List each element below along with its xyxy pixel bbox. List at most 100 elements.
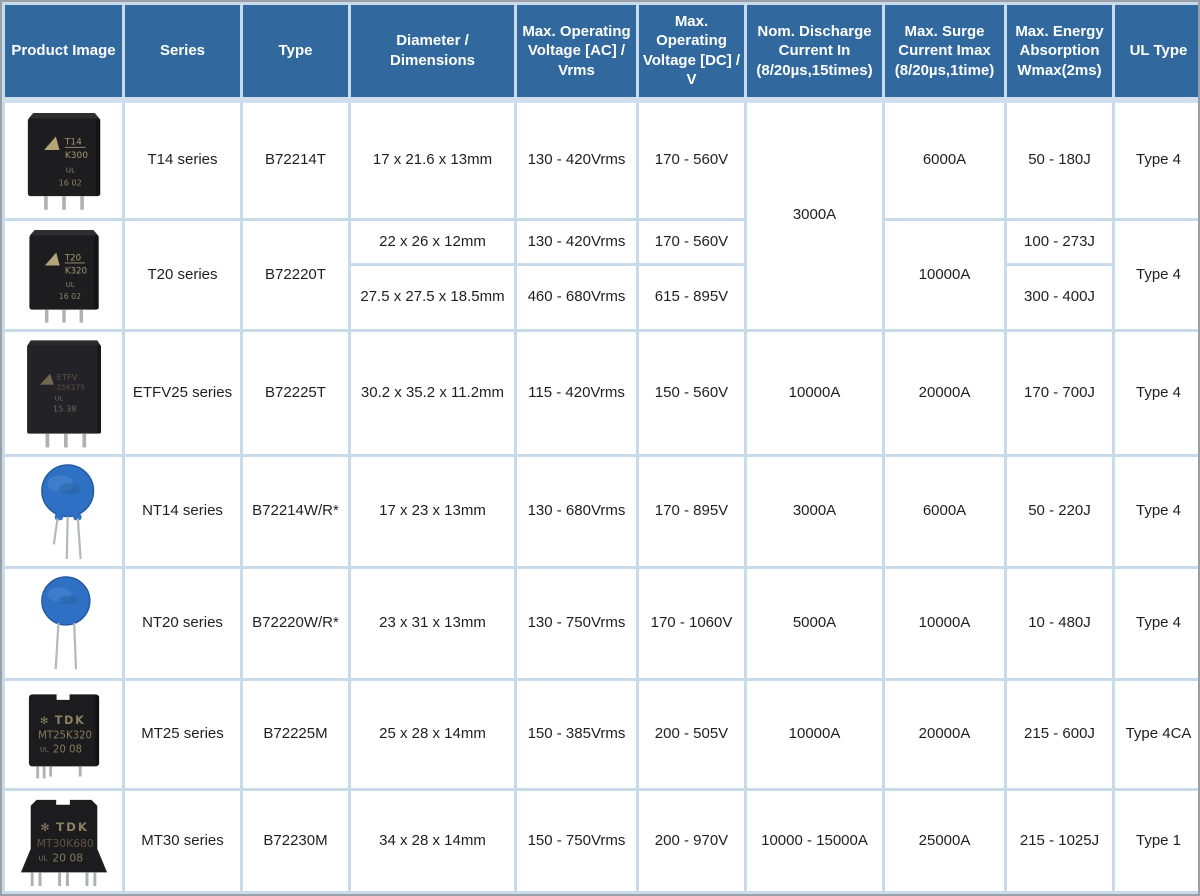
mt25-image-cell: ✻ TDK MT25K320 UL 20 08: [2, 678, 125, 791]
lead: [30, 872, 34, 887]
col-header-type: Type: [240, 2, 351, 103]
product-marking: 25K175: [56, 382, 85, 391]
voltage-dc-cell: 200 - 970V: [636, 788, 747, 894]
table-row-t20-variant2: 27.5 x 27.5 x 18.5mm 460 - 680Vrms 615 -…: [4, 263, 1199, 332]
series-cell: ETFV25 series: [122, 329, 243, 457]
dimensions-cell: 27.5 x 27.5 x 18.5mm: [348, 263, 517, 332]
voltage-ac-cell: 130 - 420Vrms: [514, 217, 639, 267]
header-row: Product Image Series Type Diameter / Dim…: [2, 2, 1198, 103]
nt14-product-photo: [40, 463, 94, 559]
discharge-current-cell: 5000A: [744, 566, 885, 681]
ul-mark-icon: UL: [54, 394, 63, 402]
discharge-current-cell-shared: 3000A: [744, 98, 885, 332]
dimensions-cell: 30.2 x 35.2 x 11.2mm: [348, 329, 517, 457]
dimensions-cell: 17 x 21.6 x 13mm: [348, 98, 517, 221]
tdk-flower-icon: ✻: [40, 715, 49, 726]
etfv25-image-cell: ETFV 25K175 UL 15 38: [2, 329, 125, 457]
type-cell: B72214W/R*: [240, 454, 351, 569]
dimensions-cell: 25 x 28 x 14mm: [348, 678, 517, 791]
col-header-ul-type: UL Type: [1112, 2, 1198, 103]
series-cell: MT30 series: [122, 788, 243, 894]
voltage-dc-cell: 150 - 560V: [636, 329, 747, 457]
voltage-dc-cell: 170 - 560V: [636, 98, 747, 221]
table-row-t14: T14 K300 UL 16 02 T14 series B72214T 17 …: [2, 98, 1198, 332]
voltage-ac-cell: 130 - 680Vrms: [514, 454, 639, 569]
lead: [81, 433, 86, 448]
nt14-image-cell: [2, 454, 125, 569]
ul-mark-icon: UL: [38, 855, 47, 863]
lead: [61, 309, 66, 323]
discharge-current-cell: 3000A: [744, 454, 885, 569]
col-header-dimensions: Diameter / Dimensions: [348, 2, 517, 103]
lead: [44, 309, 48, 323]
type-cell: B72225T: [240, 329, 351, 457]
ul-mark-icon: UL: [65, 281, 74, 289]
series-cell: T14 series: [122, 98, 243, 221]
ul-type-cell: Type 4: [1112, 566, 1198, 681]
lead: [79, 196, 84, 210]
epcos-triangle-icon: [43, 136, 59, 151]
lead: [78, 765, 82, 777]
lead: [52, 517, 59, 544]
ul-type-cell: Type 4: [1112, 218, 1198, 332]
table-row-t20-variant1: T20 K320 UL 16 02 T20 series B72220T 22 …: [2, 217, 1198, 332]
energy-cell: 50 - 180J: [1004, 98, 1115, 221]
etfv25-product-photo: ETFV 25K175 UL 15 38: [26, 340, 101, 448]
voltage-ac-cell: 150 - 750Vrms: [514, 788, 639, 894]
type-cell: B72220T: [240, 218, 351, 332]
lead: [76, 517, 82, 559]
ul-type-cell: Type 1: [1112, 788, 1198, 894]
lead: [48, 765, 52, 777]
table-row-nt14: NT14 series B72214W/R* 17 x 23 x 13mm 13…: [2, 454, 1198, 569]
ul-type-cell: Type 4: [1112, 329, 1198, 457]
ul-type-cell: Type 4: [1112, 454, 1198, 569]
t20-image-cell: T20 K320 UL 16 02: [2, 218, 125, 332]
product-marking: K300: [64, 151, 87, 161]
lead: [65, 872, 69, 887]
energy-cell: 300 - 400J: [1004, 263, 1115, 332]
lead: [35, 765, 39, 778]
lead: [61, 196, 66, 210]
product-marking: TDK: [56, 820, 89, 834]
series-cell: T20 series: [122, 218, 243, 332]
product-marking: 16 02: [58, 292, 80, 301]
energy-cell: 170 - 700J: [1004, 329, 1115, 457]
col-header-discharge-current: Nom. Discharge Current In (8/20µs,15time…: [744, 2, 885, 103]
voltage-dc-cell: 170 - 895V: [636, 454, 747, 569]
lead: [45, 433, 49, 448]
voltage-ac-cell: 460 - 680Vrms: [514, 263, 639, 332]
voltage-ac-cell: 115 - 420Vrms: [514, 329, 639, 457]
table-row-etfv25: ETFV 25K175 UL 15 38 ETFV25 series B7222…: [2, 329, 1198, 457]
table-row-mt30: ✻ TDK MT30K680 UL 20 08 MT30 series B722…: [2, 788, 1198, 894]
energy-cell: 215 - 1025J: [1004, 788, 1115, 894]
lead: [85, 872, 88, 887]
voltage-dc-cell: 615 - 895V: [636, 263, 747, 332]
col-header-voltage-ac: Max. Operating Voltage [AC] / Vrms: [514, 2, 639, 103]
mt30-product-photo: ✻ TDK MT30K680 UL 20 08: [20, 799, 107, 887]
ul-mark-icon: UL: [40, 745, 49, 753]
product-marking: MT30K680: [36, 837, 93, 850]
product-marking: T14: [63, 138, 81, 148]
voltage-ac-cell: 130 - 420Vrms: [514, 98, 639, 221]
surge-current-cell: 20000A: [882, 678, 1007, 791]
col-header-series: Series: [122, 2, 243, 103]
lead: [63, 433, 68, 448]
product-marking: TDK: [54, 713, 85, 726]
surge-current-cell: 10000A: [882, 566, 1007, 681]
type-cell: B72230M: [240, 788, 351, 894]
surge-current-cell: 20000A: [882, 329, 1007, 457]
product-marking: 15 38: [52, 403, 76, 413]
surge-current-cell: 6000A: [882, 98, 1007, 221]
nt20-product-photo: [40, 575, 91, 669]
nt20-image-cell: [2, 566, 125, 681]
energy-cell: 50 - 220J: [1004, 454, 1115, 569]
col-header-energy-absorption: Max. Energy Absorption Wmax(2ms): [1004, 2, 1115, 103]
t14-product-photo: T14 K300 UL 16 02: [27, 113, 100, 210]
voltage-dc-cell: 170 - 560V: [636, 217, 747, 267]
lead: [57, 872, 61, 887]
surge-current-cell: 6000A: [882, 454, 1007, 569]
series-cell: NT14 series: [122, 454, 243, 569]
col-header-product-image: Product Image: [2, 2, 125, 103]
